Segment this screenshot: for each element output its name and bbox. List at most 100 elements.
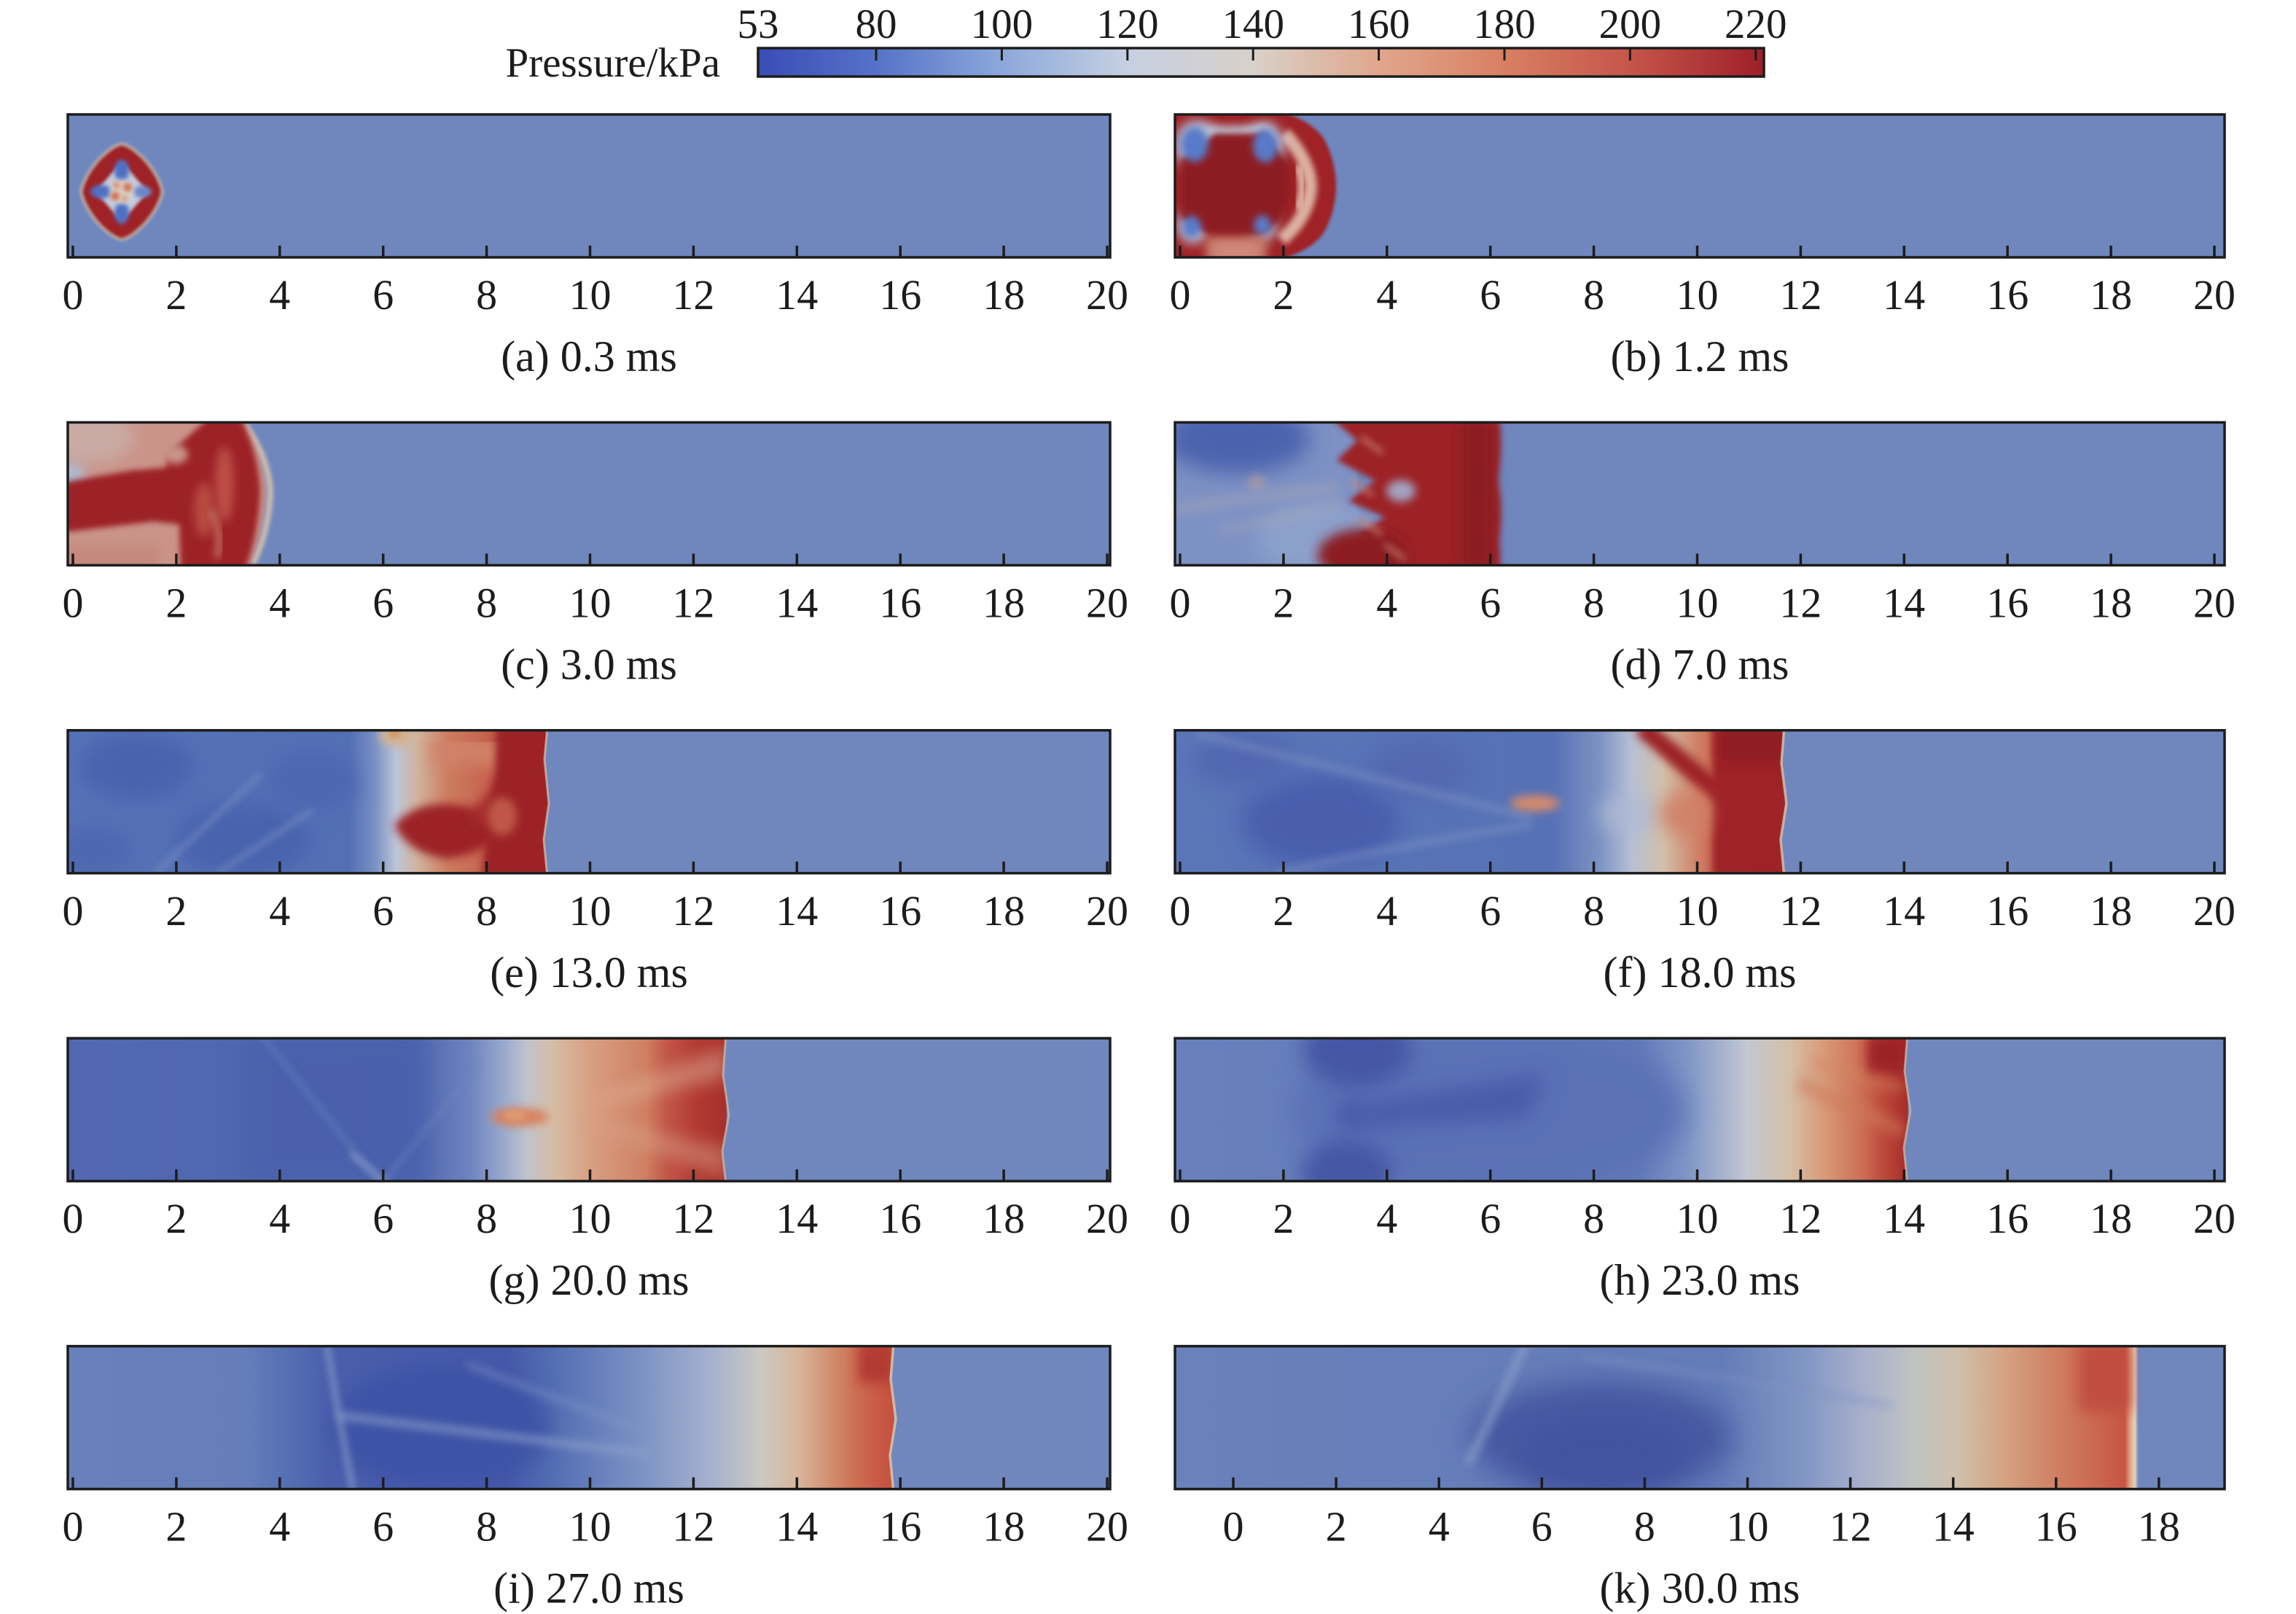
svg-text:53: 53 <box>738 1 779 47</box>
svg-text:20: 20 <box>2193 271 2236 319</box>
svg-text:(a) 0.3 ms: (a) 0.3 ms <box>501 332 677 381</box>
svg-text:6: 6 <box>1480 887 1501 935</box>
svg-text:12: 12 <box>1779 1195 1821 1242</box>
svg-text:12: 12 <box>672 887 714 935</box>
svg-text:10: 10 <box>1676 887 1719 935</box>
svg-text:16: 16 <box>879 271 921 319</box>
svg-text:20: 20 <box>1086 1195 1128 1242</box>
svg-text:10: 10 <box>569 1195 612 1242</box>
svg-text:220: 220 <box>1725 1 1787 47</box>
svg-text:12: 12 <box>1779 271 1821 319</box>
svg-text:12: 12 <box>1830 1503 1872 1551</box>
svg-text:10: 10 <box>1676 1195 1719 1242</box>
svg-text:10: 10 <box>1676 579 1719 626</box>
svg-text:4: 4 <box>269 1503 290 1551</box>
svg-text:80: 80 <box>856 1 897 47</box>
svg-text:100: 100 <box>971 1 1034 47</box>
svg-text:0: 0 <box>1170 1195 1191 1242</box>
svg-text:12: 12 <box>1779 579 1821 626</box>
svg-text:14: 14 <box>1883 1195 1925 1242</box>
svg-text:(f) 18.0 ms: (f) 18.0 ms <box>1604 948 1797 997</box>
svg-text:18: 18 <box>2090 887 2132 935</box>
svg-text:18: 18 <box>2090 1195 2132 1242</box>
svg-text:(g) 20.0 ms: (g) 20.0 ms <box>489 1256 690 1304</box>
svg-text:6: 6 <box>372 1195 394 1242</box>
svg-text:18: 18 <box>983 271 1025 319</box>
svg-text:0: 0 <box>63 1195 84 1242</box>
svg-text:14: 14 <box>1883 887 1925 935</box>
svg-text:(h) 23.0 ms: (h) 23.0 ms <box>1600 1256 1800 1304</box>
svg-text:16: 16 <box>1986 271 2028 319</box>
svg-text:4: 4 <box>269 887 290 935</box>
svg-text:16: 16 <box>879 887 921 935</box>
svg-text:18: 18 <box>2090 579 2132 626</box>
svg-text:0: 0 <box>1170 579 1191 626</box>
svg-text:14: 14 <box>776 887 818 935</box>
svg-text:4: 4 <box>1376 1195 1397 1242</box>
svg-text:8: 8 <box>1583 1195 1604 1242</box>
svg-text:20: 20 <box>2193 1195 2236 1242</box>
svg-text:2: 2 <box>165 271 187 319</box>
svg-text:10: 10 <box>1727 1503 1769 1551</box>
svg-text:14: 14 <box>776 271 818 319</box>
svg-text:2: 2 <box>165 887 187 935</box>
svg-text:2: 2 <box>1273 271 1294 319</box>
svg-text:4: 4 <box>269 579 290 626</box>
svg-text:18: 18 <box>983 1195 1025 1242</box>
svg-text:4: 4 <box>269 271 290 319</box>
svg-text:2: 2 <box>1326 1503 1347 1551</box>
svg-text:12: 12 <box>672 579 714 626</box>
svg-text:18: 18 <box>2138 1503 2180 1551</box>
svg-text:10: 10 <box>569 1503 612 1551</box>
svg-text:(i) 27.0 ms: (i) 27.0 ms <box>493 1564 684 1613</box>
svg-text:8: 8 <box>1583 579 1604 626</box>
svg-text:8: 8 <box>476 579 497 626</box>
svg-text:4: 4 <box>269 1195 290 1242</box>
svg-text:8: 8 <box>476 271 497 319</box>
svg-text:16: 16 <box>2035 1503 2077 1551</box>
svg-text:4: 4 <box>1376 887 1397 935</box>
svg-text:20: 20 <box>2193 887 2236 935</box>
svg-text:14: 14 <box>776 1503 818 1551</box>
svg-text:Pressure/kPa: Pressure/kPa <box>506 40 720 86</box>
svg-text:16: 16 <box>879 1503 921 1551</box>
svg-text:(c) 3.0 ms: (c) 3.0 ms <box>501 640 677 688</box>
svg-text:(b) 1.2 ms: (b) 1.2 ms <box>1611 332 1789 381</box>
svg-text:14: 14 <box>776 1195 818 1242</box>
svg-text:(k) 30.0 ms: (k) 30.0 ms <box>1600 1564 1800 1613</box>
svg-text:2: 2 <box>1273 1195 1294 1242</box>
svg-text:6: 6 <box>1480 271 1501 319</box>
svg-text:4: 4 <box>1429 1503 1450 1551</box>
svg-text:16: 16 <box>879 579 921 626</box>
svg-text:8: 8 <box>476 1195 497 1242</box>
svg-text:10: 10 <box>569 579 612 626</box>
svg-text:20: 20 <box>1086 271 1128 319</box>
svg-text:2: 2 <box>1273 579 1294 626</box>
svg-text:10: 10 <box>569 271 612 319</box>
svg-text:10: 10 <box>569 887 612 935</box>
svg-text:4: 4 <box>1376 271 1397 319</box>
svg-text:8: 8 <box>476 1503 497 1551</box>
svg-text:20: 20 <box>2193 579 2236 626</box>
svg-text:12: 12 <box>1779 887 1821 935</box>
svg-text:160: 160 <box>1348 1 1410 47</box>
svg-text:14: 14 <box>1883 271 1925 319</box>
svg-text:0: 0 <box>1223 1503 1244 1551</box>
svg-text:8: 8 <box>1634 1503 1655 1551</box>
svg-text:6: 6 <box>372 887 394 935</box>
svg-text:8: 8 <box>476 887 497 935</box>
svg-text:0: 0 <box>1170 271 1191 319</box>
svg-text:180: 180 <box>1473 1 1536 47</box>
svg-text:14: 14 <box>1932 1503 1975 1551</box>
svg-text:6: 6 <box>1480 1195 1501 1242</box>
svg-text:140: 140 <box>1222 1 1284 47</box>
svg-text:0: 0 <box>63 887 84 935</box>
svg-text:14: 14 <box>776 579 818 626</box>
svg-text:(d) 7.0 ms: (d) 7.0 ms <box>1611 640 1789 688</box>
svg-text:18: 18 <box>983 579 1025 626</box>
svg-text:0: 0 <box>63 271 84 319</box>
svg-text:200: 200 <box>1599 1 1662 47</box>
svg-text:120: 120 <box>1096 1 1159 47</box>
svg-text:0: 0 <box>63 579 84 626</box>
svg-text:2: 2 <box>165 1195 187 1242</box>
